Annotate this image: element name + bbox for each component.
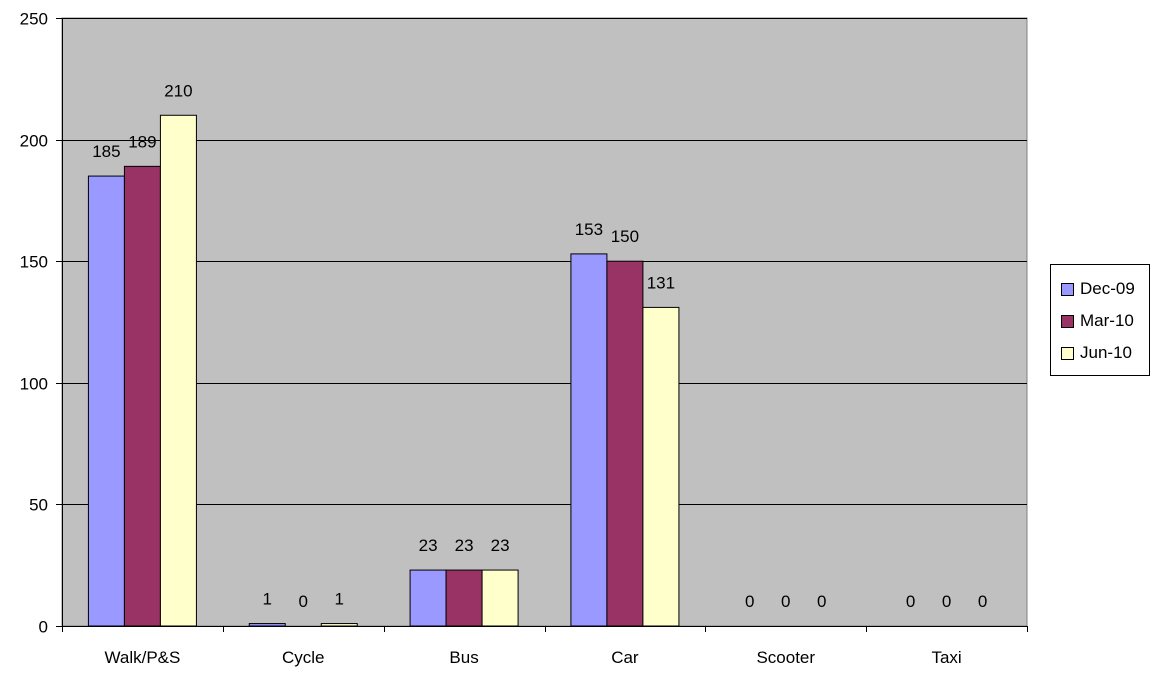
data-label-cycle-mar-10: 0 [299,592,308,611]
plot-area [61,17,1028,627]
legend-label-mar-10: Mar-10 [1080,311,1134,330]
y-tick-label-50: 50 [29,496,48,515]
legend-swatch-mar-10 [1061,314,1074,328]
data-label-scooter-jun-10: 0 [817,592,826,611]
legend-label-jun-10: Jun-10 [1080,343,1132,362]
bar-cycle-jun-10 [320,623,358,627]
legend-label-dec-09: Dec-09 [1080,279,1135,298]
bar-car-jun-10 [642,306,680,627]
bar-bus-jun-10 [481,569,519,627]
y-tick-label-250: 250 [20,10,48,29]
x-tick-label-scooter: Scooter [756,648,815,667]
bar-bus-mar-10 [445,569,483,627]
data-label-bus-jun-10: 23 [491,536,510,555]
x-tick-label-cycle: Cycle [282,648,325,667]
legend-item-dec-09: Dec-09 [1061,273,1149,305]
data-label-cycle-jun-10: 1 [335,590,344,609]
legend: Dec-09 Mar-10 Jun-10 [1050,264,1150,376]
bar-walk-p-s-dec-09 [87,175,125,627]
gridlines [62,18,1027,505]
data-label-taxi-mar-10: 0 [942,592,951,611]
x-tick-label-bus: Bus [449,648,478,667]
x-tick-label-taxi: Taxi [931,648,961,667]
x-tick-label-car: Car [611,648,639,667]
bar-car-mar-10 [606,260,644,627]
y-tick-label-0: 0 [39,618,48,637]
bars [87,114,680,627]
data-label-bus-dec-09: 23 [419,536,438,555]
data-label-bus-mar-10: 23 [455,536,474,555]
axes [56,18,1028,632]
bar-walk-p-s-jun-10 [159,114,197,627]
legend-swatch-dec-09 [1061,282,1074,296]
bar-bus-dec-09 [409,569,447,627]
data-label-taxi-dec-09: 0 [906,592,915,611]
data-label-car-dec-09: 153 [575,220,603,239]
data-labels: 185 189 210 1 0 1 23 23 23 153 150 131 0 0 0 0 0 0 [92,81,987,611]
data-label-car-mar-10: 150 [611,227,639,246]
y-tick-label-200: 200 [20,132,48,151]
data-label-taxi-jun-10: 0 [978,592,987,611]
legend-swatch-jun-10 [1061,346,1074,360]
bar-walk-p-s-mar-10 [123,165,161,627]
y-tick-label-150: 150 [20,253,48,272]
data-label-walk-p-s-dec-09: 185 [92,142,120,161]
legend-item-jun-10: Jun-10 [1061,337,1149,369]
data-label-walk-p-s-jun-10: 210 [164,81,192,100]
x-axis-tick-labels: Walk/P&S Cycle Bus Car Scooter Taxi [104,648,961,667]
y-axis-tick-labels: 0 50 100 150 200 250 [20,10,48,637]
data-label-car-jun-10: 131 [647,273,675,292]
y-tick-label-100: 100 [20,375,48,394]
legend-item-mar-10: Mar-10 [1061,305,1149,337]
data-label-scooter-dec-09: 0 [745,592,754,611]
data-label-walk-p-s-mar-10: 189 [128,132,156,151]
bar-cycle-dec-09 [248,623,286,627]
data-label-scooter-mar-10: 0 [781,592,790,611]
x-tick-label-walk-p-s: Walk/P&S [104,648,180,667]
bar-car-dec-09 [570,253,608,627]
data-label-cycle-dec-09: 1 [263,590,272,609]
